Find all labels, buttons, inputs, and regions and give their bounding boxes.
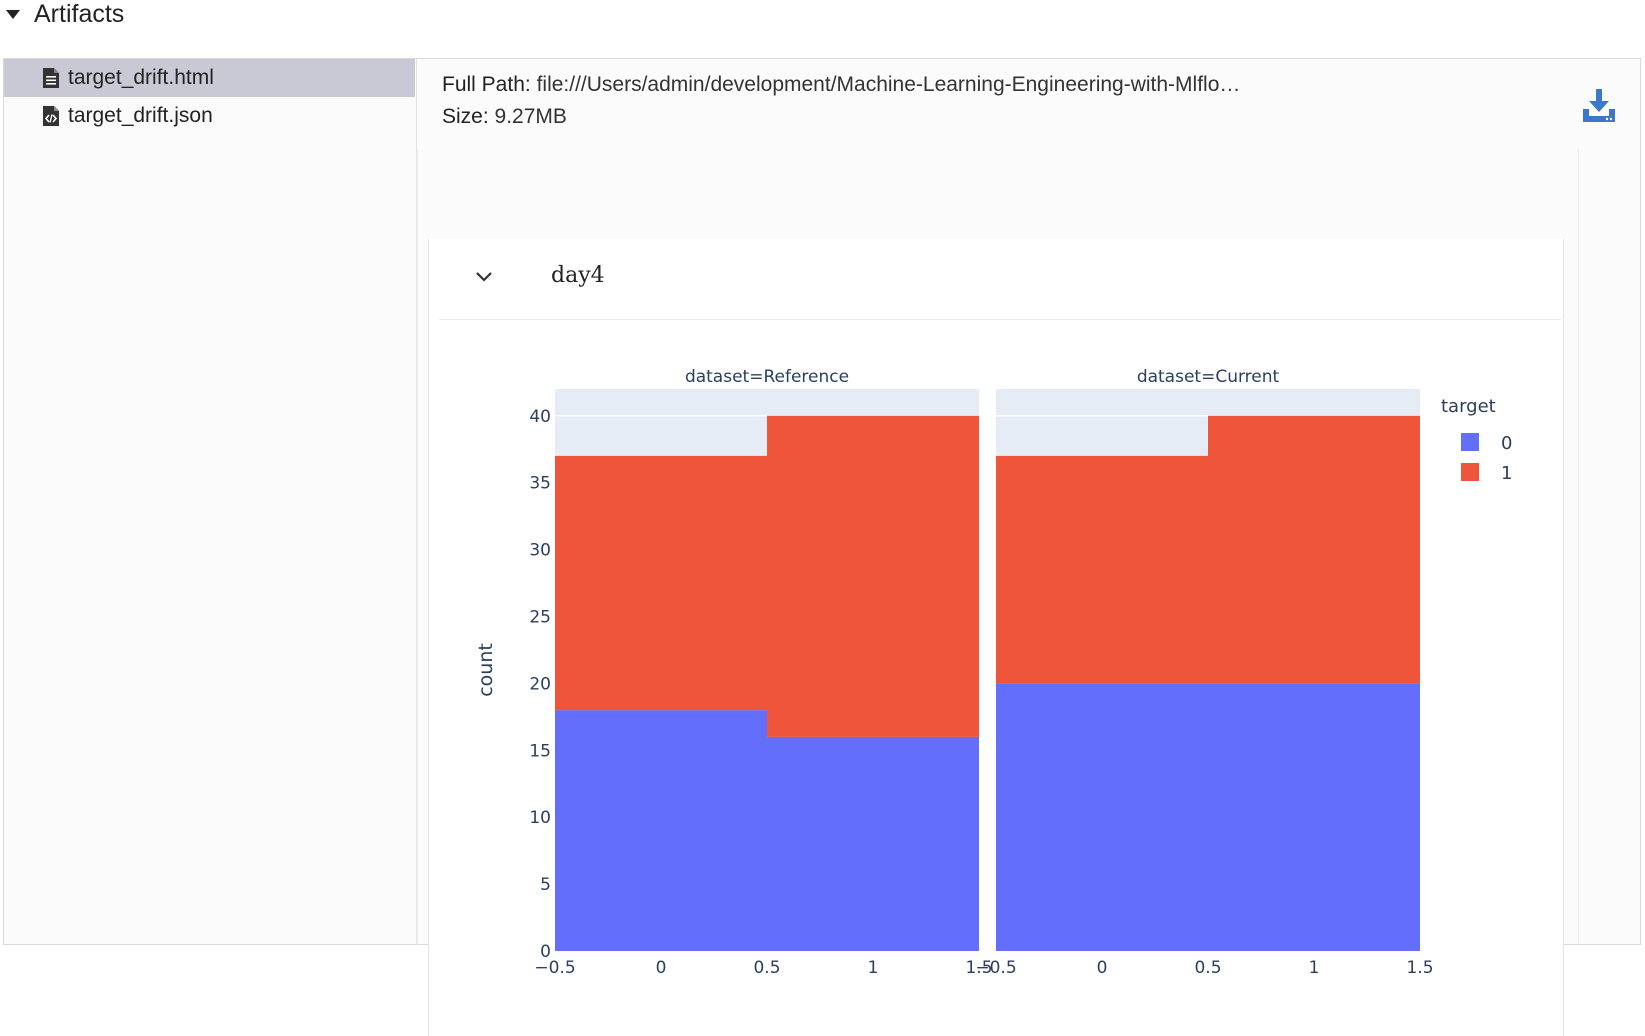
file-text-icon	[43, 68, 59, 88]
x-tick-label: 0	[1097, 958, 1108, 978]
legend-title: target	[1441, 396, 1496, 417]
legend-label: 1	[1501, 463, 1512, 484]
size-label: Size:	[442, 105, 489, 128]
legend-swatch	[1461, 463, 1479, 481]
section-title: Artifacts	[34, 0, 125, 28]
x-tick-label: 0.5	[753, 958, 780, 978]
y-tick-label: 0	[540, 942, 551, 962]
legend-swatch	[1461, 433, 1479, 451]
y-tick-label: 10	[529, 808, 551, 828]
full-path-label: Full Path:	[442, 73, 531, 96]
download-icon	[1583, 89, 1615, 122]
full-path-value[interactable]: file:///Users/admin/development/Machine-…	[536, 73, 1241, 96]
bar-target-1	[555, 455, 767, 711]
full-path-line: Full Path: file:///Users/admin/developme…	[442, 73, 1240, 97]
download-button[interactable]	[1580, 87, 1618, 125]
legend-label: 0	[1501, 433, 1512, 454]
bar-target-1	[767, 415, 979, 737]
x-tick-label: 1	[868, 958, 879, 978]
bar-target-1	[1208, 415, 1420, 684]
bar-target-0	[1208, 683, 1420, 951]
chevron-down-icon[interactable]	[474, 267, 494, 287]
artifacts-section-header[interactable]: Artifacts	[0, 0, 124, 28]
bar-target-0	[767, 736, 979, 951]
x-tick-label: 1	[1309, 958, 1320, 978]
y-axis-title: count	[475, 643, 497, 697]
tree-item-label: target_drift.json	[68, 104, 213, 127]
x-tick-label: 1.5	[1406, 958, 1433, 978]
artifact-tree: target_drift.html target_drift.json	[4, 59, 417, 944]
accordion-header[interactable]: day4	[439, 239, 1561, 320]
histogram-chart: dataset=Reference −0.5 0 0.5 1 1.5 dataset=Cur…	[475, 367, 1512, 978]
accordion-title: day4	[551, 263, 605, 288]
artifact-detail: Full Path: file:///Users/admin/developme…	[417, 59, 1640, 1036]
subplot-title: dataset=Current	[1137, 367, 1280, 387]
collapse-caret-icon[interactable]	[6, 9, 20, 19]
size-line: Size: 9.27MB	[442, 105, 567, 129]
y-tick-label: 35	[529, 474, 551, 494]
tree-item-label: target_drift.html	[68, 66, 214, 89]
y-tick-label: 30	[529, 541, 551, 561]
y-tick-label: 20	[529, 674, 551, 694]
bar-target-1	[996, 455, 1208, 684]
y-tick-label: 5	[540, 875, 551, 895]
y-tick-label: 15	[529, 741, 551, 761]
bar-target-0	[555, 710, 767, 951]
file-code-icon	[43, 106, 59, 126]
tree-item-target-drift-html[interactable]: target_drift.html	[4, 59, 415, 97]
y-tick-label: 40	[529, 407, 551, 427]
artifacts-panel: target_drift.html target_drift.json Full…	[3, 58, 1641, 1036]
tree-item-target-drift-json[interactable]: target_drift.json	[4, 97, 415, 135]
y-tick-label: 25	[529, 607, 551, 627]
html-viewer-frame: day4 dataset=Reference −0.5 0 0.5 1 1.5 datase…	[417, 149, 1579, 1036]
html-viewer: day4 dataset=Reference −0.5 0 0.5 1 1.5 datase…	[428, 239, 1564, 1036]
size-value: 9.27MB	[494, 105, 567, 128]
subplot-title: dataset=Reference	[685, 367, 849, 387]
x-tick-label: 0	[656, 958, 667, 978]
x-tick-label: −0.5	[975, 958, 1016, 978]
bar-target-0	[996, 683, 1208, 951]
x-tick-label: 0.5	[1194, 958, 1221, 978]
